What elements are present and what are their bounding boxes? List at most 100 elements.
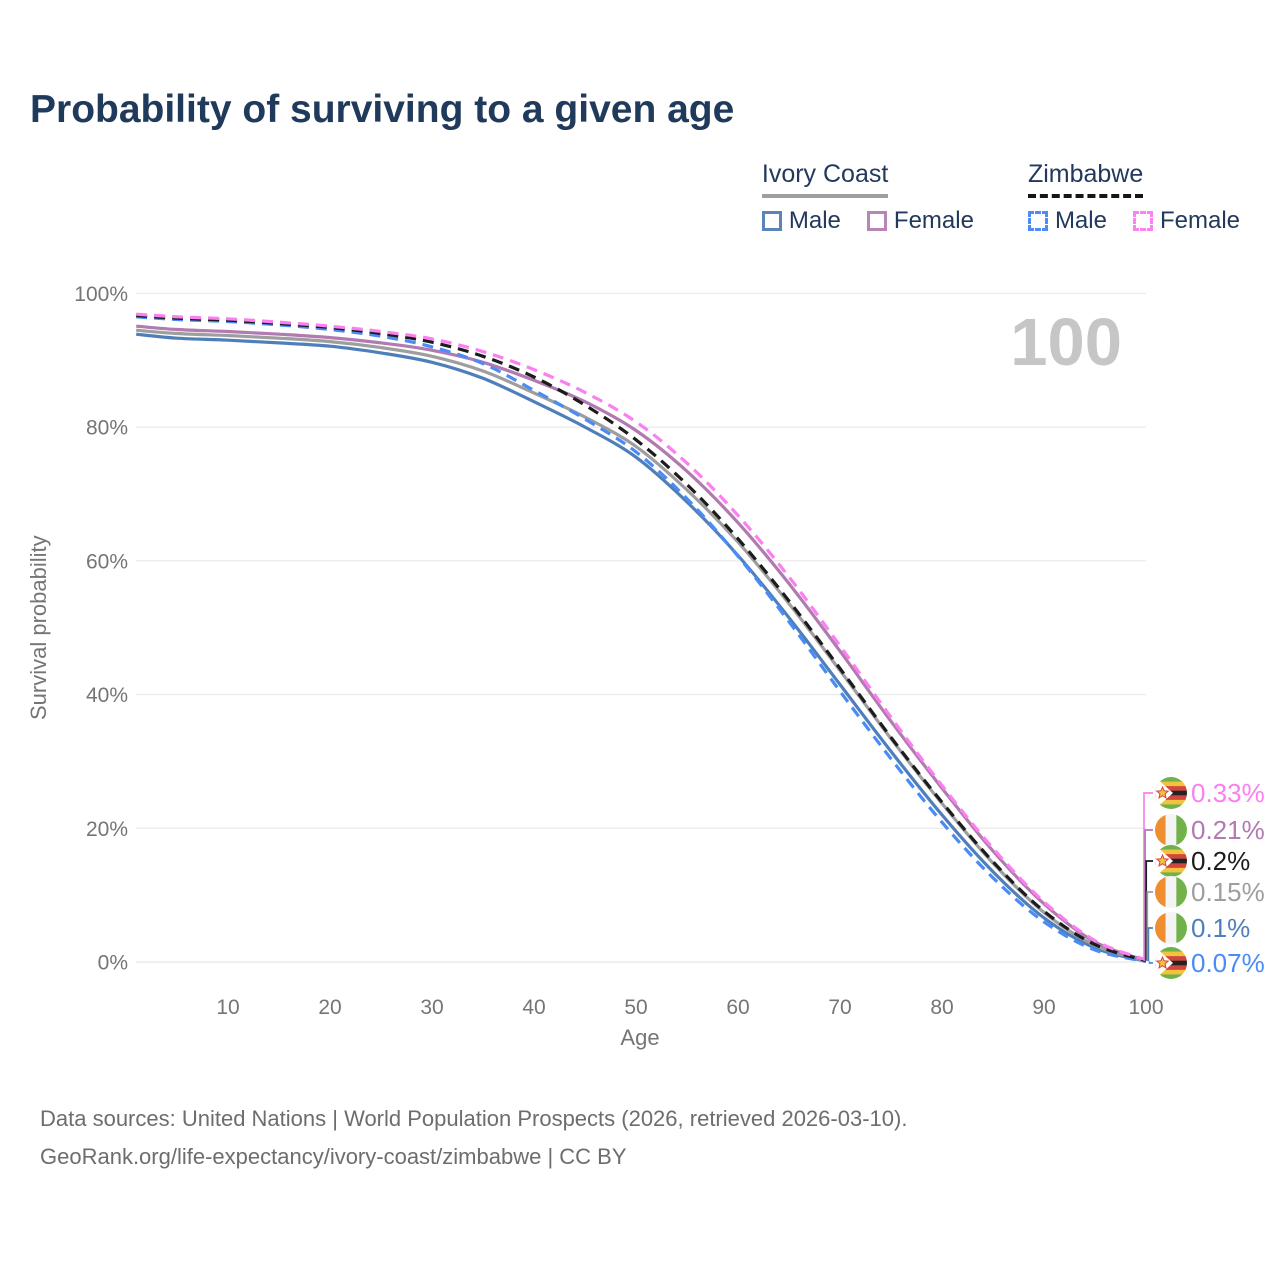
flag-stripe bbox=[1155, 947, 1187, 953]
x-tick-label: 80 bbox=[930, 996, 953, 1019]
ivory-coast-female-swatch-icon bbox=[866, 211, 887, 231]
flag-art bbox=[1155, 777, 1187, 809]
flag-stripe bbox=[1155, 849, 1187, 855]
ivory-coast-male-swatch-icon bbox=[761, 211, 782, 231]
data-sources-line: Data sources: United Nations | World Pop… bbox=[40, 1106, 908, 1131]
flag-stripe bbox=[1155, 969, 1187, 975]
end-label-value-ivory-coast-female: 0.21% bbox=[1191, 815, 1265, 845]
end-label-value-zimbabwe-both-sexes: 0.2% bbox=[1191, 846, 1250, 876]
legend-item-zimbabwe-female[interactable]: Female bbox=[1132, 207, 1240, 235]
series-line-zimbabwe-both-sexes[interactable] bbox=[136, 313, 1147, 963]
flag-stripe bbox=[1155, 799, 1187, 805]
flag-band-green bbox=[1176, 912, 1187, 944]
legend-label: Female bbox=[893, 207, 974, 234]
flag-band-white bbox=[1165, 814, 1177, 846]
flag-star bbox=[1155, 785, 1170, 799]
x-tick-label: 90 bbox=[1032, 996, 1055, 1019]
y-tick-label: 20% bbox=[86, 818, 128, 841]
x-tick-label: 60 bbox=[726, 996, 749, 1019]
y-tick-label: 40% bbox=[86, 684, 128, 707]
x-tick-label: 70 bbox=[828, 996, 851, 1019]
flag-stripe bbox=[1155, 951, 1187, 957]
flag-stripe bbox=[1155, 845, 1187, 851]
zimbabwe-female-swatch-icon bbox=[1132, 211, 1153, 231]
x-axis-title: Age bbox=[620, 1025, 659, 1050]
survival-probability-chart[interactable]: 100% 80% 60% 40% 20% 0% 10 20 30 40 50 60 70 80 90 100 A… bbox=[0, 235, 1280, 1075]
series-line-zimbabwe-female[interactable] bbox=[136, 312, 1147, 962]
legend-group-zimbabwe: Zimbabwe Male Female bbox=[1027, 160, 1240, 235]
end-label-value-zimbabwe-male: 0.07% bbox=[1191, 948, 1265, 978]
flag-stripe bbox=[1155, 781, 1187, 787]
y-tick-label: 80% bbox=[86, 417, 128, 440]
flag-stripe bbox=[1155, 804, 1187, 809]
x-tick-label: 40 bbox=[522, 996, 545, 1019]
series-line-ivory-coast-female[interactable] bbox=[136, 324, 1147, 963]
ivory-coast-flag-icon bbox=[1155, 876, 1187, 908]
legend-header-zimbabwe[interactable]: Zimbabwe bbox=[1027, 160, 1144, 198]
legend-item-zimbabwe-male[interactable]: Male bbox=[1027, 207, 1107, 235]
x-tick-label: 100 bbox=[1128, 996, 1163, 1019]
legend-label: Male bbox=[788, 207, 841, 234]
x-tick-label: 10 bbox=[216, 996, 239, 1019]
flag-band-white bbox=[1165, 876, 1177, 908]
page-title: Probability of surviving to a given age bbox=[30, 88, 735, 131]
zimbabwe-flag-icon bbox=[1155, 845, 1187, 877]
flag-art bbox=[1155, 814, 1187, 846]
x-tick-label: 30 bbox=[420, 996, 443, 1019]
chart-footer: Data sources: United Nations | World Pop… bbox=[40, 1100, 907, 1176]
legend-item-ivory-coast-female[interactable]: Female bbox=[866, 207, 974, 235]
end-label-leader bbox=[1146, 891, 1153, 961]
zimbabwe-male-swatch-icon bbox=[1027, 211, 1048, 231]
flag-stripe bbox=[1155, 956, 1187, 962]
legend-group-ivory-coast: Ivory Coast Male Female bbox=[761, 160, 974, 235]
ivory-coast-flag-icon bbox=[1155, 814, 1187, 846]
end-label-leader bbox=[1145, 860, 1153, 961]
end-label-value-zimbabwe-female: 0.33% bbox=[1191, 778, 1265, 808]
flag-star bbox=[1155, 955, 1170, 969]
legend-items-ivory-coast: Male Female bbox=[761, 207, 974, 235]
legend-label: Female bbox=[1159, 207, 1240, 234]
y-axis-title: Survival probability bbox=[26, 535, 51, 720]
legend-item-ivory-coast-male[interactable]: Male bbox=[761, 207, 841, 235]
ivory-coast-flag-icon bbox=[1155, 912, 1187, 944]
end-label-leader bbox=[1144, 829, 1153, 961]
flag-band-orange bbox=[1155, 814, 1166, 846]
chart-legend: Ivory Coast Male Female Zimbabwe Male Fe… bbox=[761, 160, 1240, 235]
flag-band-orange bbox=[1155, 912, 1166, 944]
attribution-line: GeoRank.org/life-expectancy/ivory-coast/… bbox=[40, 1144, 627, 1169]
end-label-leader bbox=[1148, 961, 1153, 964]
flag-stripe bbox=[1155, 795, 1187, 801]
flag-stripe bbox=[1155, 872, 1187, 877]
flag-stripe bbox=[1155, 974, 1187, 979]
x-tick-label: 20 bbox=[318, 996, 341, 1019]
flag-stripe bbox=[1155, 965, 1187, 971]
flag-art bbox=[1155, 912, 1187, 944]
legend-header-ivory-coast[interactable]: Ivory Coast bbox=[761, 160, 889, 198]
series-line-ivory-coast-male[interactable] bbox=[136, 332, 1147, 963]
flag-band-orange bbox=[1155, 876, 1166, 908]
zimbabwe-flag-icon bbox=[1155, 777, 1187, 809]
flag-stripe bbox=[1155, 854, 1187, 860]
end-label-leader bbox=[1147, 927, 1153, 962]
end-label-value-ivory-coast-male: 0.1% bbox=[1191, 913, 1250, 943]
flag-band-green bbox=[1176, 876, 1187, 908]
flag-stripe bbox=[1155, 863, 1187, 869]
zimbabwe-flag-icon bbox=[1155, 947, 1187, 979]
y-tick-label: 60% bbox=[86, 550, 128, 573]
legend-items-zimbabwe: Male Female bbox=[1027, 207, 1240, 235]
end-label-leader bbox=[1143, 792, 1153, 960]
flag-star bbox=[1155, 853, 1170, 867]
x-tick-label: 50 bbox=[624, 996, 647, 1019]
series-line-zimbabwe-male[interactable] bbox=[136, 315, 1147, 964]
flag-band-green bbox=[1176, 814, 1187, 846]
end-label-value-ivory-coast-both-sexes: 0.15% bbox=[1191, 877, 1265, 907]
hover-age-indicator: 100 bbox=[1010, 305, 1122, 380]
flag-stripe bbox=[1155, 786, 1187, 792]
y-tick-label: 100% bbox=[74, 283, 128, 306]
flag-art bbox=[1155, 845, 1187, 877]
legend-label: Male bbox=[1054, 207, 1107, 234]
flag-stripe bbox=[1155, 867, 1187, 873]
flag-stripe bbox=[1155, 777, 1187, 783]
flag-art bbox=[1155, 947, 1187, 979]
flag-art bbox=[1155, 876, 1187, 908]
